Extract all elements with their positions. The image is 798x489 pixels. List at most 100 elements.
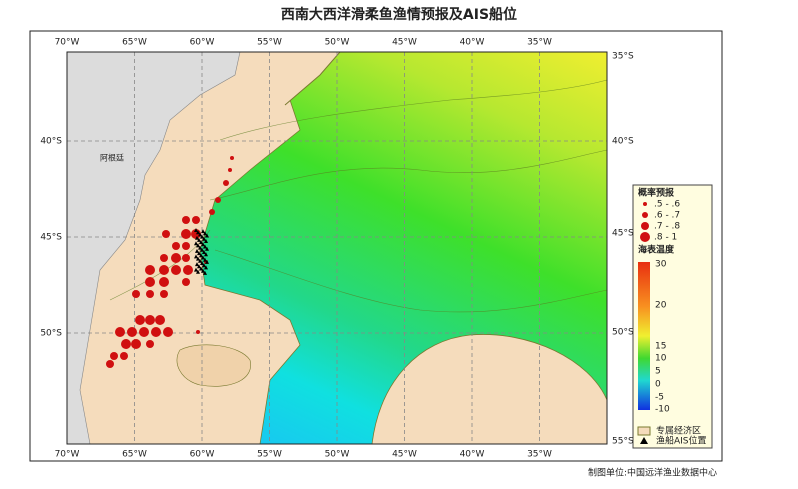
map-body: 阿根廷 [66,51,608,445]
forecast-dot [182,242,190,250]
legend-prob-class: .7 - .8 [654,222,680,232]
forecast-dot [139,327,149,337]
lon-label-top: 50°W [325,38,350,48]
ais-vessel [204,265,208,270]
lon-label-bottom: 70°W [55,450,80,460]
forecast-dot [131,339,141,349]
lon-label-top: 60°W [190,38,215,48]
forecast-dot [145,265,155,275]
ais-vessel [195,235,199,240]
legend-prob-dot [641,222,649,230]
ais-vessel [196,256,200,261]
forecast-dot [223,180,229,186]
lon-label-bottom: 40°W [460,450,485,460]
map-frame [66,51,608,445]
ais-vessel [201,242,205,247]
islands [176,344,251,387]
lon-label-bottom: 60°W [190,450,215,460]
ais-vessel [202,250,206,254]
legend-prob-class: .5 - .6 [654,200,680,210]
ais-vessel [203,231,207,236]
ais-vessel [201,268,205,273]
ais-vessel [196,230,200,235]
forecast-dot [160,290,168,298]
forecast-dot [115,327,125,337]
forecast-dot [159,277,169,287]
lon-label-bottom: 50°W [325,450,350,460]
forecast-dot [192,216,200,224]
forecast-dot [183,265,193,275]
forecast-dot [151,327,161,337]
forecast-dot [182,278,190,286]
forecast-marks [106,156,234,368]
legend-prob-dot [643,202,647,206]
ais-vessel [195,248,199,253]
ais-vessel [204,239,208,243]
forecast-dot [160,254,168,262]
legend-prob-dot [642,212,648,218]
forecast-dot [171,265,181,275]
forecast-dot [120,352,128,360]
lon-label-top: 40°W [460,38,485,48]
ais-vessel [205,233,209,238]
eez-swatch [637,426,651,436]
sst-tick-label: 0 [655,380,661,390]
ais-vessel [203,257,207,262]
forecast-dot [110,352,118,360]
sst-tick-label: -10 [655,405,670,415]
legend-ais: 渔船AIS位置 [656,435,707,447]
lon-label-bottom: 35°W [527,450,552,460]
ais-vessel [197,237,201,242]
lat-label-left: 40°S [40,137,62,147]
lon-label-bottom: 45°W [392,450,417,460]
ais-vessel [204,252,208,257]
forecast-dot [181,229,191,239]
ais-vessel [202,236,206,241]
forecast-dot [121,339,131,349]
sst-tick-label: 15 [655,342,666,352]
forecast-dot [209,209,215,215]
ais-vessel [200,234,204,239]
legend-sst-title: 海表温度 [638,244,675,256]
ais-vessel [199,266,203,271]
ais-vessel [197,251,201,256]
forecast-dot [145,277,155,287]
sst-tick-label: 5 [655,367,661,377]
ais-vessel [205,246,209,251]
ais-vessel [201,229,205,234]
ais-vessel [199,240,203,245]
ais-vessel [203,270,207,275]
lon-label-bottom: 55°W [257,450,282,460]
country-label: 阿根廷 [100,153,124,163]
lon-label-top: 45°W [392,38,417,48]
outer-frame [29,30,723,462]
ais-vessel [198,258,202,263]
legend-prob-class: .8 - 1 [654,233,677,243]
lat-label-right: 55°S [612,437,634,447]
ais-vessel [199,253,203,258]
forecast-dot [182,254,190,262]
lat-label-right: 40°S [612,137,634,147]
ais-vessel [194,228,198,232]
ais-vessel [201,255,205,260]
sst-tick-label: 20 [655,301,667,311]
legend-prob-dot [640,232,650,242]
lon-label-bottom: 65°W [122,450,147,460]
map-title: 西南大西洋滑柔鱼渔情预报及AIS船位 [281,6,517,23]
lat-label-right: 35°S [612,52,634,62]
ais-vessel [195,262,199,267]
lon-label-top: 55°W [257,38,282,48]
forecast-dot [230,156,234,160]
forecast-dot [135,315,145,325]
ais-vessel [194,267,198,272]
lat-label-left: 45°S [40,233,62,243]
footer: 制图单位:中国远洋渔业数据中心 [588,467,717,479]
land [66,51,241,445]
lat-label-right: 45°S [612,229,634,239]
legend-prob-title: 概率预报 [638,187,674,199]
ais-vessel [200,247,204,252]
ais-vessel [196,269,200,274]
lon-label-top: 65°W [122,38,147,48]
ais-vessel [203,244,207,249]
ais-vessel [198,245,202,250]
